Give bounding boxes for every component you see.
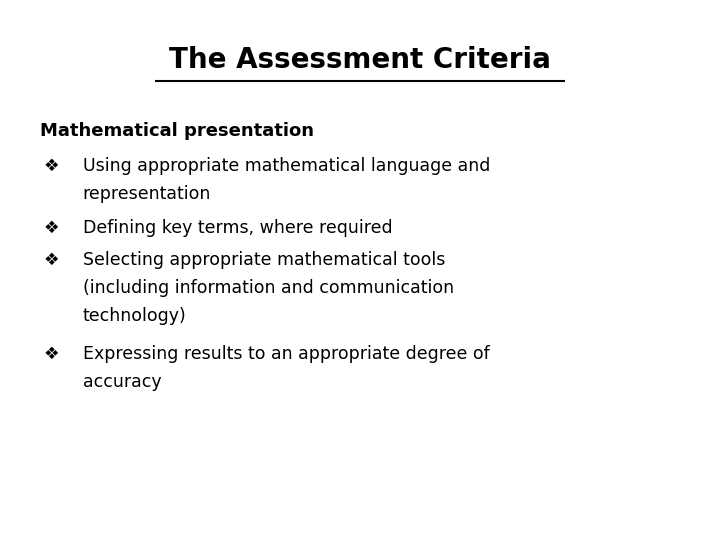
Text: Defining key terms, where required: Defining key terms, where required xyxy=(83,219,392,237)
Text: ❖: ❖ xyxy=(44,157,60,174)
Text: ❖: ❖ xyxy=(44,345,60,362)
Text: Mathematical presentation: Mathematical presentation xyxy=(40,122,314,139)
Text: The Assessment Criteria: The Assessment Criteria xyxy=(169,46,551,74)
Text: (including information and communication: (including information and communication xyxy=(83,279,454,296)
Text: technology): technology) xyxy=(83,307,186,325)
Text: Using appropriate mathematical language and: Using appropriate mathematical language … xyxy=(83,157,490,174)
Text: Expressing results to an appropriate degree of: Expressing results to an appropriate deg… xyxy=(83,345,490,362)
Text: ❖: ❖ xyxy=(44,251,60,268)
Text: Selecting appropriate mathematical tools: Selecting appropriate mathematical tools xyxy=(83,251,445,268)
Text: representation: representation xyxy=(83,185,211,202)
Text: ❖: ❖ xyxy=(44,219,60,237)
Text: accuracy: accuracy xyxy=(83,373,161,390)
